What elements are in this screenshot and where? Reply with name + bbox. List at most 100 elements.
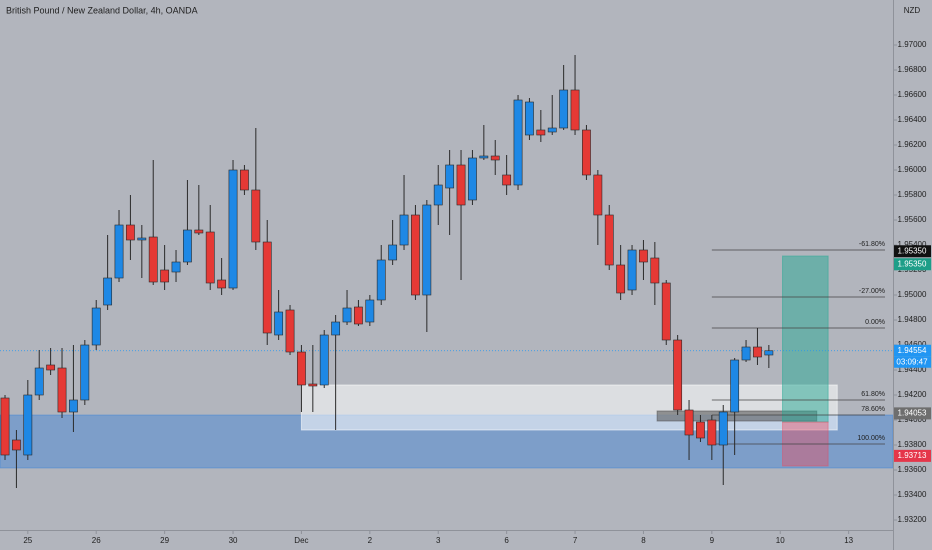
y-tick-label: 1.93600 bbox=[898, 465, 927, 474]
candle-body bbox=[171, 261, 181, 273]
y-tick-label: 1.96200 bbox=[898, 140, 927, 149]
candle-body bbox=[297, 351, 306, 386]
candle-body bbox=[308, 383, 318, 387]
x-tick-label: 3 bbox=[436, 536, 441, 545]
candle-body bbox=[684, 409, 694, 436]
x-tick-label: 29 bbox=[160, 536, 169, 545]
y-tick-label: 1.94200 bbox=[898, 390, 927, 399]
y-tick-label: 1.96800 bbox=[898, 65, 927, 74]
plot: -61.80% -27.00% 0.00% 61.80% 78.60% 100.00% bbox=[0, 55, 893, 488]
zone bbox=[300, 384, 838, 431]
zones bbox=[0, 255, 894, 469]
price-badge bbox=[894, 407, 931, 420]
candle-body bbox=[365, 299, 375, 323]
candle-body bbox=[456, 164, 466, 206]
y-tick-label: 1.94400 bbox=[898, 365, 927, 374]
candle-body bbox=[525, 101, 534, 136]
candle-body bbox=[388, 244, 398, 261]
x-tick-label: Dec bbox=[294, 536, 308, 545]
y-tick-label: 1.93200 bbox=[898, 515, 927, 524]
candle-body bbox=[604, 214, 614, 266]
candle-body bbox=[0, 397, 10, 456]
y-tick-label: 1.96000 bbox=[898, 165, 927, 174]
candle-body bbox=[57, 367, 67, 413]
candle-body bbox=[422, 204, 432, 296]
candle-body bbox=[696, 421, 705, 439]
x-tick-label: 10 bbox=[776, 536, 785, 545]
candle-body bbox=[718, 411, 728, 446]
candle-body bbox=[513, 99, 523, 186]
candle-body bbox=[479, 155, 489, 159]
candle-body bbox=[411, 214, 420, 296]
candle-body bbox=[114, 224, 124, 279]
price-badge bbox=[894, 449, 931, 462]
y-tick-label: 1.94600 bbox=[898, 340, 927, 349]
candle-body bbox=[228, 169, 238, 289]
candle-body bbox=[240, 169, 249, 191]
y-tick-label: 1.95600 bbox=[898, 215, 927, 224]
x-tick-label: 7 bbox=[573, 536, 578, 545]
candle-body bbox=[741, 346, 751, 361]
fib-label: 78.60% bbox=[861, 406, 885, 413]
candle-body bbox=[342, 307, 352, 323]
candle-body bbox=[319, 334, 329, 386]
candle-body bbox=[137, 237, 147, 241]
price-badge bbox=[894, 258, 931, 271]
countdown-label: 03:09:47 bbox=[896, 357, 928, 366]
candle-body bbox=[639, 249, 648, 263]
y-tick-label: 1.93800 bbox=[898, 440, 927, 449]
candle-body bbox=[69, 399, 78, 413]
candle-body bbox=[262, 241, 272, 334]
candle-body bbox=[103, 277, 113, 306]
y-tick-label: 1.96600 bbox=[898, 90, 927, 99]
candle-body bbox=[627, 249, 637, 291]
candle-body bbox=[445, 164, 455, 189]
candle-body bbox=[753, 346, 762, 358]
x-tick-label: 6 bbox=[504, 536, 509, 545]
candle-body bbox=[707, 419, 717, 446]
candle-body bbox=[217, 279, 227, 289]
price-badge-label: 1.95350 bbox=[898, 259, 927, 268]
candle-body bbox=[593, 174, 603, 216]
candle-body bbox=[433, 184, 443, 206]
current-price-badge-label: 1.94554 bbox=[898, 346, 927, 355]
candle-body bbox=[251, 189, 261, 243]
candle-body bbox=[194, 229, 204, 234]
countdown-badge bbox=[894, 356, 931, 368]
candle-body bbox=[354, 306, 363, 325]
candle-body bbox=[650, 257, 660, 284]
y-tick-label: 1.94000 bbox=[898, 415, 927, 424]
y-tick-label: 1.95400 bbox=[898, 240, 927, 249]
fib-label: 100.00% bbox=[857, 435, 885, 442]
candle-body bbox=[730, 359, 740, 413]
candle-body bbox=[331, 321, 341, 336]
candle-body bbox=[673, 339, 683, 411]
candle-body bbox=[205, 231, 215, 284]
y-tick-label: 1.93400 bbox=[898, 490, 927, 499]
candle-body bbox=[490, 155, 500, 161]
zone bbox=[782, 255, 829, 423]
candle-body bbox=[661, 282, 671, 341]
price-badge bbox=[894, 245, 931, 258]
x-tick-label: 9 bbox=[710, 536, 715, 545]
y-tick-label: 1.95000 bbox=[898, 290, 927, 299]
candle-body bbox=[148, 236, 158, 283]
y-tick-label: 1.96400 bbox=[898, 115, 927, 124]
x-tick-label: 26 bbox=[92, 536, 101, 545]
fib-label: 0.00% bbox=[865, 319, 885, 326]
candle-body bbox=[12, 439, 21, 451]
candle-body bbox=[285, 309, 295, 353]
price-badge-label: 1.94053 bbox=[898, 408, 927, 417]
current-price-badge bbox=[894, 344, 931, 357]
candle-body bbox=[46, 364, 56, 371]
y-tick-label: 1.95800 bbox=[898, 190, 927, 199]
x-tick-label: 25 bbox=[23, 536, 32, 545]
fib-label: -27.00% bbox=[859, 288, 885, 295]
candle-body bbox=[80, 344, 90, 401]
x-tick-label: 30 bbox=[229, 536, 238, 545]
candle-body bbox=[582, 129, 591, 176]
candle-body bbox=[91, 307, 101, 346]
candle-body bbox=[183, 229, 192, 263]
